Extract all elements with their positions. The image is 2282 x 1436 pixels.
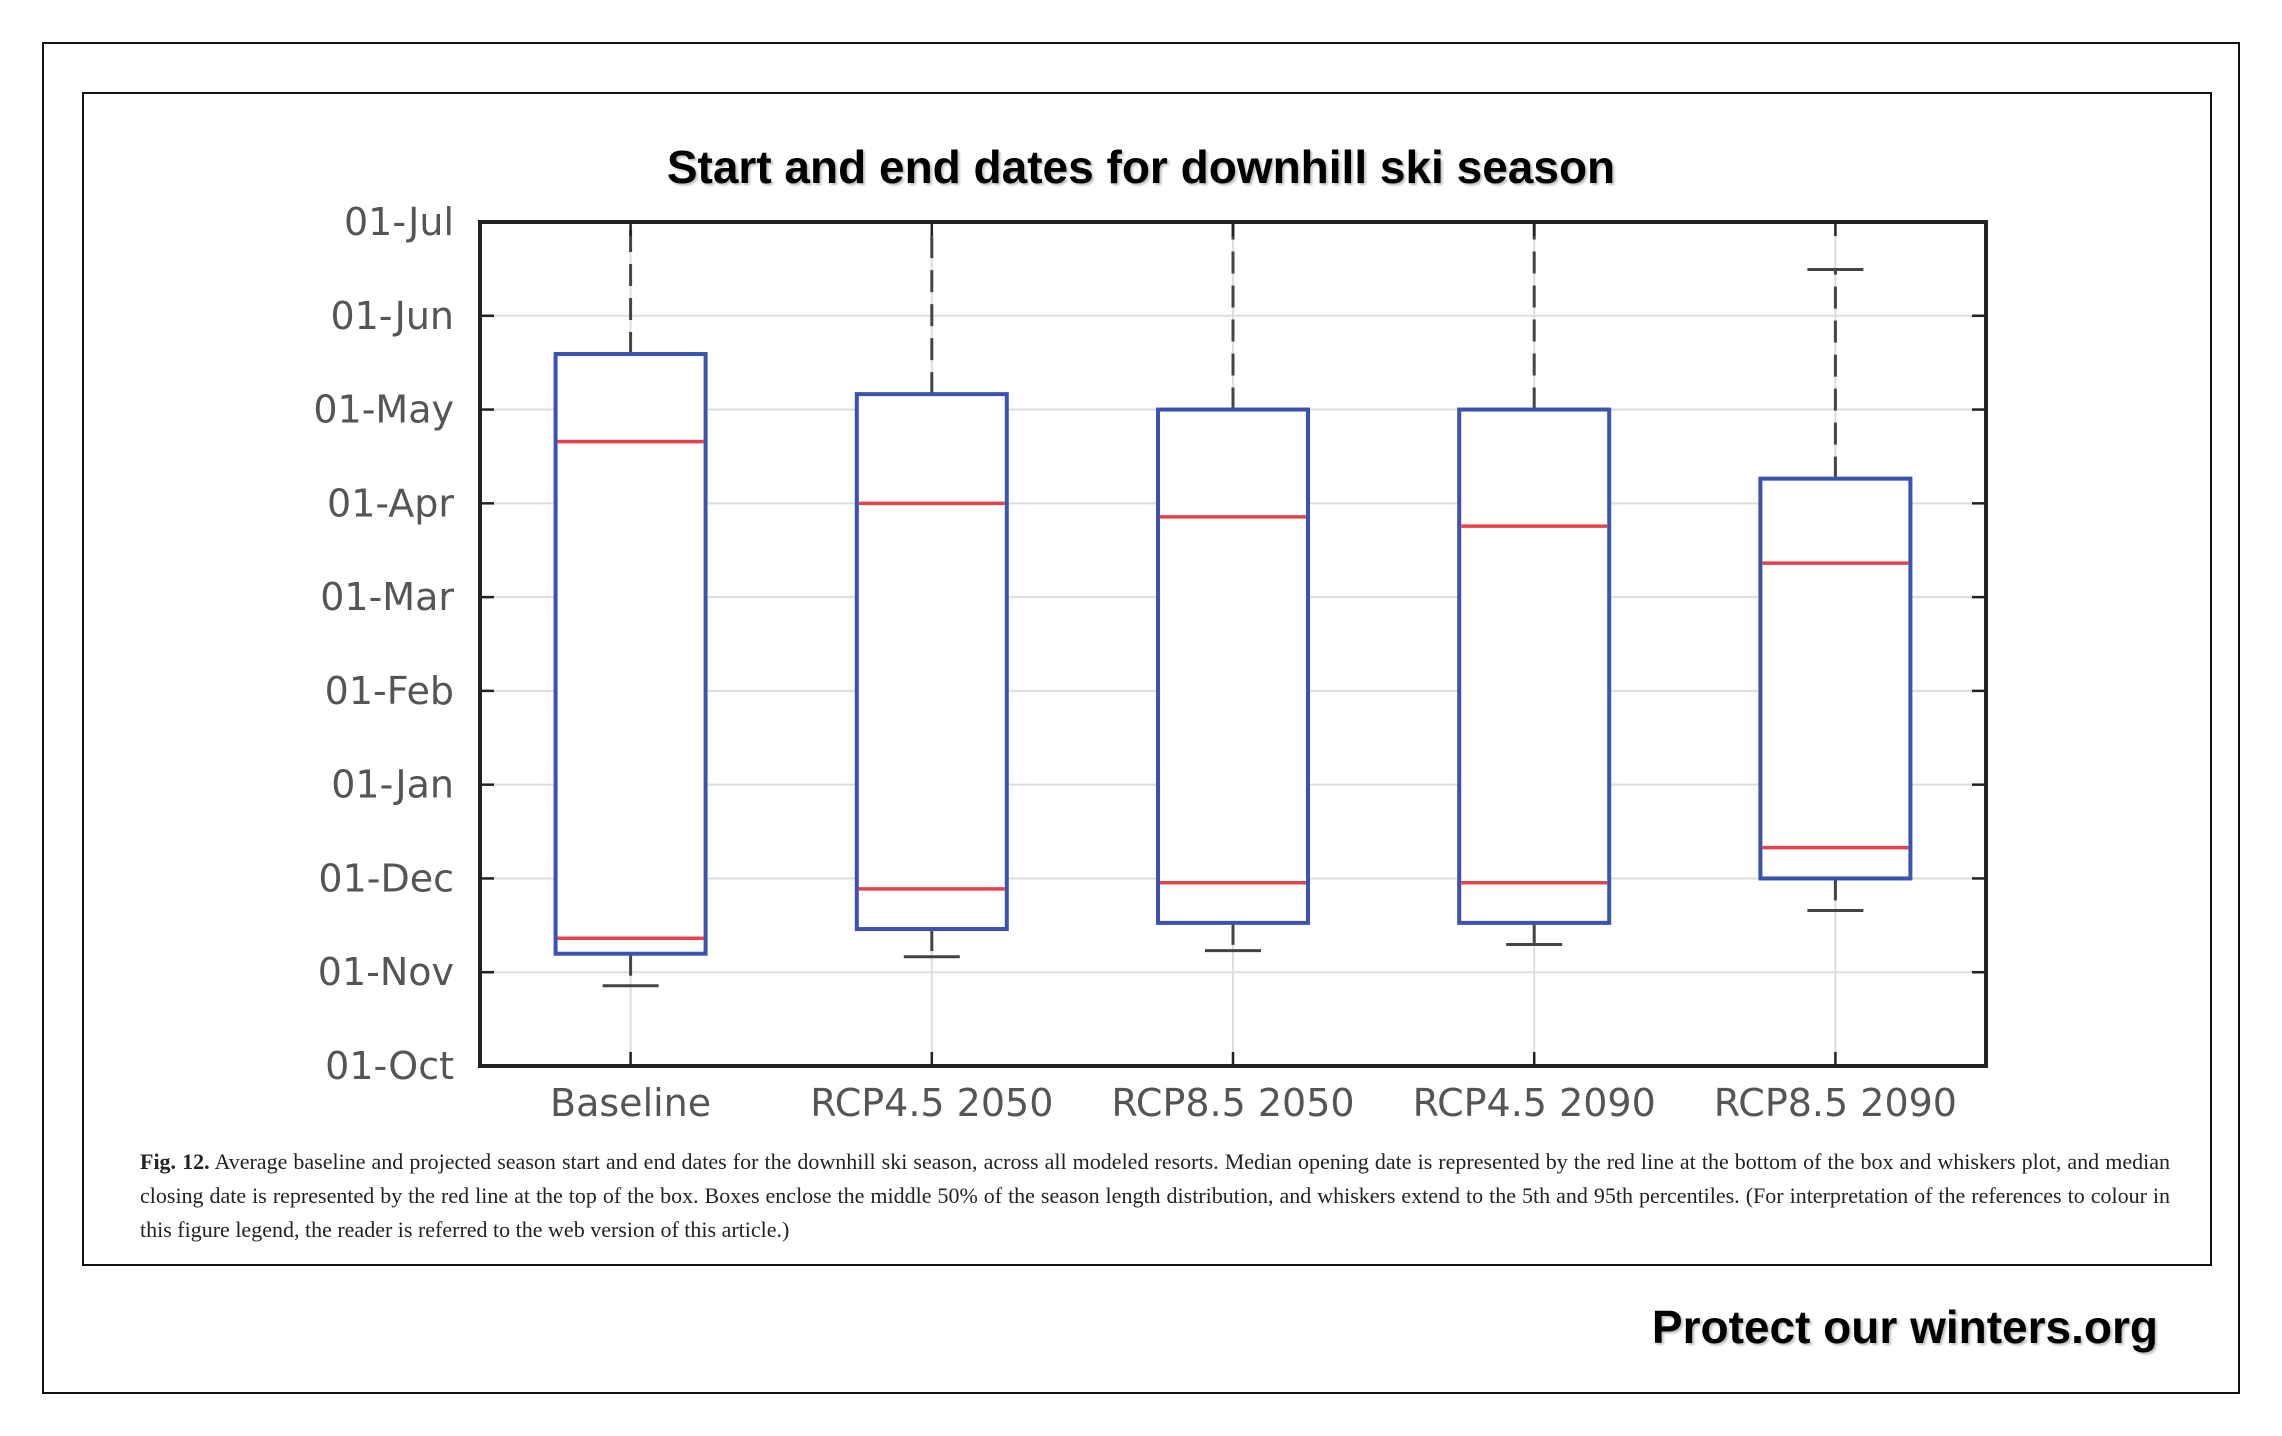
caption-text: Average baseline and projected season st… [140, 1149, 2170, 1242]
y-tick-label: 01-Jun [330, 294, 454, 338]
footer-brand: Protect our winters.org [1651, 1301, 2158, 1353]
caption-label: Fig. 12. [140, 1149, 210, 1174]
chart-title: Start and end dates for downhill ski sea… [666, 141, 1616, 193]
box-plot-rcp4-5-2090 [1457, 220, 1612, 946]
y-tick-label: 01-Mar [320, 575, 454, 619]
x-tick-label: RCP8.5 2050 [1111, 1081, 1354, 1125]
x-tick-label: RCP4.5 2090 [1413, 1081, 1656, 1125]
box-plot-baseline [553, 220, 708, 988]
box-plot-rcp4-5-2050 [854, 220, 1009, 959]
y-tick-label: 01-Feb [325, 669, 454, 713]
y-tick-label: 01-Dec [318, 856, 454, 900]
figure-caption: Fig. 12. Average baseline and projected … [140, 1145, 2170, 1247]
box [1758, 476, 1913, 881]
box [1156, 407, 1310, 925]
outer-frame [42, 42, 2240, 1394]
y-tick-label: 01-Oct [325, 1044, 454, 1088]
box [1457, 407, 1612, 925]
y-tick-label: 01-Nov [318, 950, 454, 994]
x-tick-label: RCP4.5 2050 [810, 1081, 1053, 1125]
x-tick-label: RCP8.5 2090 [1714, 1081, 1957, 1125]
box-plot-rcp8-5-2050 [1156, 220, 1310, 953]
box [854, 392, 1009, 932]
box [553, 352, 708, 956]
y-tick-label: 01-Jul [344, 200, 454, 244]
box-plot-rcp8-5-2090 [1758, 268, 1913, 913]
y-tick-label: 01-Apr [327, 481, 454, 525]
y-tick-label: 01-May [313, 388, 454, 432]
y-tick-label: 01-Jan [331, 763, 454, 807]
x-tick-label: Baseline [550, 1081, 711, 1125]
figure-frame [82, 92, 2212, 1266]
